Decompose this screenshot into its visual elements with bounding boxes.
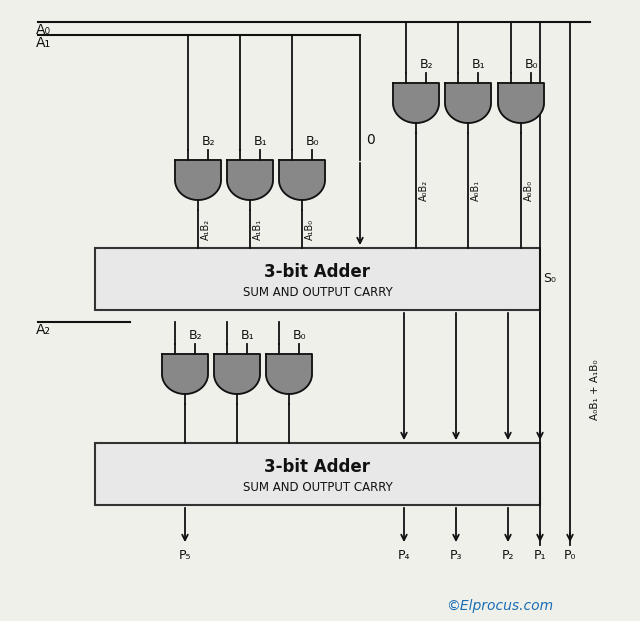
Text: A₀B₂: A₀B₂ [419,180,429,201]
Text: A₀B₀: A₀B₀ [524,180,534,201]
Text: A₀B₁ + A₁B₀: A₀B₁ + A₁B₀ [590,360,600,420]
Text: P₅: P₅ [179,549,191,562]
Text: 3-bit Adder: 3-bit Adder [264,458,371,476]
Text: SUM AND OUTPUT CARRY: SUM AND OUTPUT CARRY [243,481,392,494]
Text: S₀: S₀ [543,273,556,286]
Text: A₁B₂: A₁B₂ [201,219,211,240]
Text: SUM AND OUTPUT CARRY: SUM AND OUTPUT CARRY [243,286,392,299]
FancyBboxPatch shape [95,443,540,505]
Text: B₁: B₁ [253,135,267,148]
Text: P₀: P₀ [564,549,576,562]
Polygon shape [175,160,221,200]
Text: A₁B₀: A₁B₀ [305,219,315,240]
Text: A₁: A₁ [36,36,51,50]
Text: ©Elprocus.com: ©Elprocus.com [447,599,554,613]
Text: A₀: A₀ [36,23,51,37]
Text: B₁: B₁ [471,58,485,71]
Polygon shape [227,160,273,200]
Polygon shape [162,354,208,394]
Text: A₀B₁: A₀B₁ [471,180,481,201]
Polygon shape [214,354,260,394]
Text: B₀: B₀ [292,329,306,342]
Text: P₂: P₂ [502,549,515,562]
Text: P₃: P₃ [450,549,462,562]
Text: B₂: B₂ [202,135,215,148]
Polygon shape [393,83,439,123]
Text: B₂: B₂ [188,329,202,342]
Polygon shape [279,160,325,200]
Text: B₂: B₂ [419,58,433,71]
Text: 0: 0 [366,133,375,147]
FancyBboxPatch shape [95,248,540,310]
Polygon shape [498,83,544,123]
Text: B₀: B₀ [305,135,319,148]
Text: 3-bit Adder: 3-bit Adder [264,263,371,281]
Text: B₀: B₀ [524,58,538,71]
Text: A₂: A₂ [36,323,51,337]
Text: P₁: P₁ [534,549,547,562]
Text: P₄: P₄ [397,549,410,562]
Polygon shape [266,354,312,394]
Text: B₁: B₁ [240,329,254,342]
Text: A₁B₁: A₁B₁ [253,219,263,240]
Polygon shape [445,83,491,123]
